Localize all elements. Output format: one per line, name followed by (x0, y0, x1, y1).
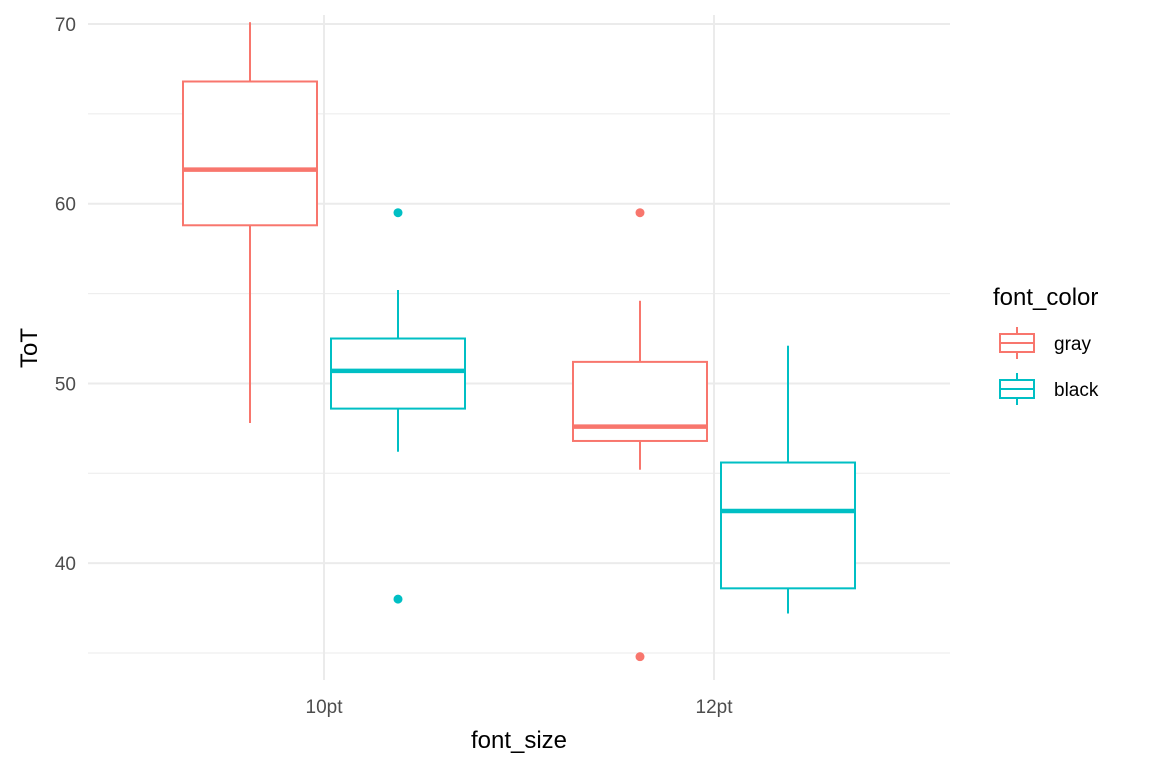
legend-item-gray: gray (999, 327, 1091, 359)
y-tick-label: 50 (55, 374, 76, 395)
box-black-10pt (330, 208, 466, 604)
outlier-point (393, 208, 403, 218)
x-axis-title: font_size (471, 727, 567, 754)
legend: font_color gray black (993, 284, 1099, 405)
box-iqr (572, 360, 708, 442)
legend-title: font_color (993, 284, 1098, 311)
y-tick-label: 70 (55, 15, 76, 36)
legend-label: black (1054, 380, 1099, 401)
legend-item-black: black (999, 373, 1099, 405)
box-layer (182, 22, 856, 662)
y-axis-title: ToT (16, 328, 43, 368)
x-tick-label: 10pt (306, 697, 344, 718)
legend-key (999, 373, 1035, 405)
outlier-point (635, 208, 645, 218)
box-iqr (330, 337, 466, 410)
box-gray-10pt (182, 22, 318, 423)
box-iqr (720, 461, 856, 590)
box-gray-12pt (572, 208, 708, 662)
outlier-point (635, 652, 645, 662)
outlier-point (393, 594, 403, 604)
y-tick-label: 60 (55, 195, 76, 216)
box-iqr (182, 80, 318, 227)
legend-label: gray (1054, 334, 1091, 355)
y-tick-label: 40 (55, 554, 76, 575)
box-black-12pt (720, 345, 856, 614)
axis-layer: 40 50 60 70 10pt 12pt (55, 15, 733, 718)
legend-key (999, 327, 1035, 359)
x-tick-label: 12pt (696, 697, 734, 718)
